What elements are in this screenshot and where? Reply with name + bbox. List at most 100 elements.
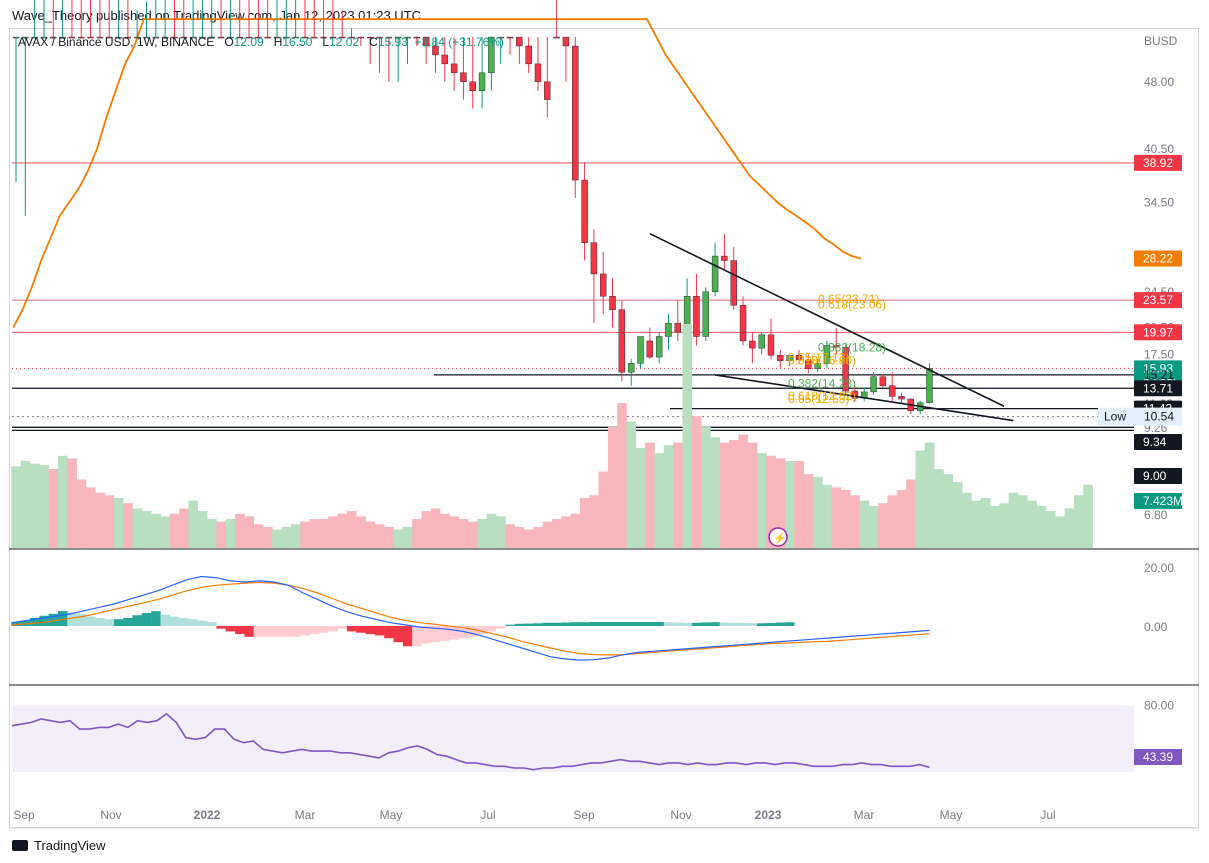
y-tick-label: 40.50 — [1144, 142, 1174, 156]
volume-bar — [225, 519, 236, 548]
legend-open: 12.09 — [233, 35, 264, 49]
volume-bar — [20, 461, 31, 548]
volume-bar — [188, 500, 199, 548]
volume-bar — [589, 495, 599, 548]
candle-body — [609, 296, 616, 310]
volume-bar — [309, 519, 320, 548]
macd-histogram-bar — [449, 626, 459, 640]
volume-bar — [635, 447, 646, 548]
macd-histogram-bar — [654, 621, 665, 626]
volume-bar — [1027, 500, 1037, 548]
volume-bar — [95, 492, 105, 548]
candle-body — [227, 36, 234, 39]
macd-histogram-bar — [617, 621, 627, 626]
price-badge — [1134, 250, 1182, 267]
x-tick-label: May — [940, 808, 963, 822]
macd-histogram-bar — [710, 622, 720, 626]
volume-bar — [160, 516, 171, 548]
candle-body — [12, 36, 20, 39]
volume-bar — [11, 466, 21, 548]
candle-body — [441, 54, 448, 65]
candle-body — [478, 72, 486, 91]
legend-open-label: O — [224, 35, 234, 49]
volume-bar — [906, 479, 916, 548]
volume-bar — [673, 442, 683, 548]
macd-histogram-bar — [589, 621, 599, 626]
volume-bar — [57, 455, 68, 548]
volume-bar — [943, 474, 954, 548]
volume-bar — [365, 521, 376, 548]
macd-histogram-bar — [29, 617, 40, 626]
macd-histogram-bar — [11, 621, 21, 626]
macd-histogram-bar — [440, 626, 450, 641]
macd-histogram-bar — [663, 622, 674, 626]
macd-histogram-bar — [570, 622, 581, 626]
volume-bar — [850, 495, 860, 548]
volume-bar — [868, 505, 879, 548]
macd-histogram-bar — [337, 626, 348, 629]
footer-brand[interactable]: TradingView — [34, 838, 106, 853]
volume-bar — [197, 511, 208, 548]
candle-body — [469, 81, 476, 91]
volume-bar — [1036, 505, 1047, 548]
candle-body — [777, 355, 784, 361]
volume-bar — [281, 526, 292, 548]
volume-bar — [346, 511, 357, 548]
volume-bar — [691, 416, 702, 548]
volume-bar — [356, 516, 366, 548]
macd-histogram-bar — [747, 623, 758, 626]
volume-bar — [272, 529, 282, 548]
candle-body — [926, 368, 933, 403]
legend-close: 15.93 — [377, 35, 408, 49]
volume-bar — [747, 442, 758, 548]
volume-bar — [123, 503, 133, 548]
candle-body — [245, 36, 253, 39]
candle-body — [329, 36, 337, 39]
macd-histogram-bar — [309, 626, 320, 635]
volume-bar — [896, 490, 907, 548]
volume-bar — [141, 511, 152, 548]
macd-histogram-bar — [235, 626, 245, 635]
candle-body — [208, 36, 215, 39]
candle-body — [180, 36, 187, 39]
symbol-legend: AVAX / Binance USD, 1W, BINANCE O12.09 H… — [18, 35, 504, 49]
candle-body — [124, 36, 132, 39]
candle-body — [450, 63, 458, 74]
volume-bar — [719, 442, 730, 548]
candle-body — [572, 45, 579, 181]
price-badge — [1134, 380, 1182, 397]
volume-bar — [738, 434, 749, 548]
candle-body — [273, 36, 281, 39]
macd-histogram-bar — [393, 626, 404, 643]
macd-histogram-bar — [197, 620, 208, 626]
volume-bar — [971, 500, 982, 548]
legend-symbol: AVAX / Binance USD, 1W, BINANCE — [18, 35, 215, 49]
volume-bar — [1008, 492, 1019, 548]
low-badge — [1098, 407, 1182, 426]
volume-bar — [104, 495, 115, 548]
volume-bar — [151, 513, 161, 548]
rsi-band — [12, 705, 1134, 772]
volume-bar — [598, 471, 609, 548]
candle-body — [581, 179, 588, 243]
lightning-icon — [768, 527, 788, 547]
macd-histogram-bar — [346, 626, 357, 632]
x-tick-label: Jul — [1040, 808, 1055, 822]
volume-bar — [626, 421, 637, 548]
volume-bar — [39, 464, 49, 548]
candle-body — [348, 36, 355, 39]
candle-body — [320, 36, 327, 39]
macd-histogram-bar — [514, 623, 525, 626]
price-badge-value: 15.93 — [1143, 361, 1173, 375]
volume-bar — [757, 453, 767, 548]
price-badge-value: 38.92 — [1143, 156, 1173, 170]
candle-body — [544, 81, 551, 100]
volume-bar — [486, 513, 497, 548]
macd-histogram-bar — [645, 621, 655, 626]
price-badge — [1134, 468, 1182, 484]
y-tick-label: 48.00 — [1144, 75, 1174, 89]
candle-body — [805, 359, 812, 369]
volume-bar — [822, 484, 832, 548]
volume-bar — [999, 503, 1009, 548]
